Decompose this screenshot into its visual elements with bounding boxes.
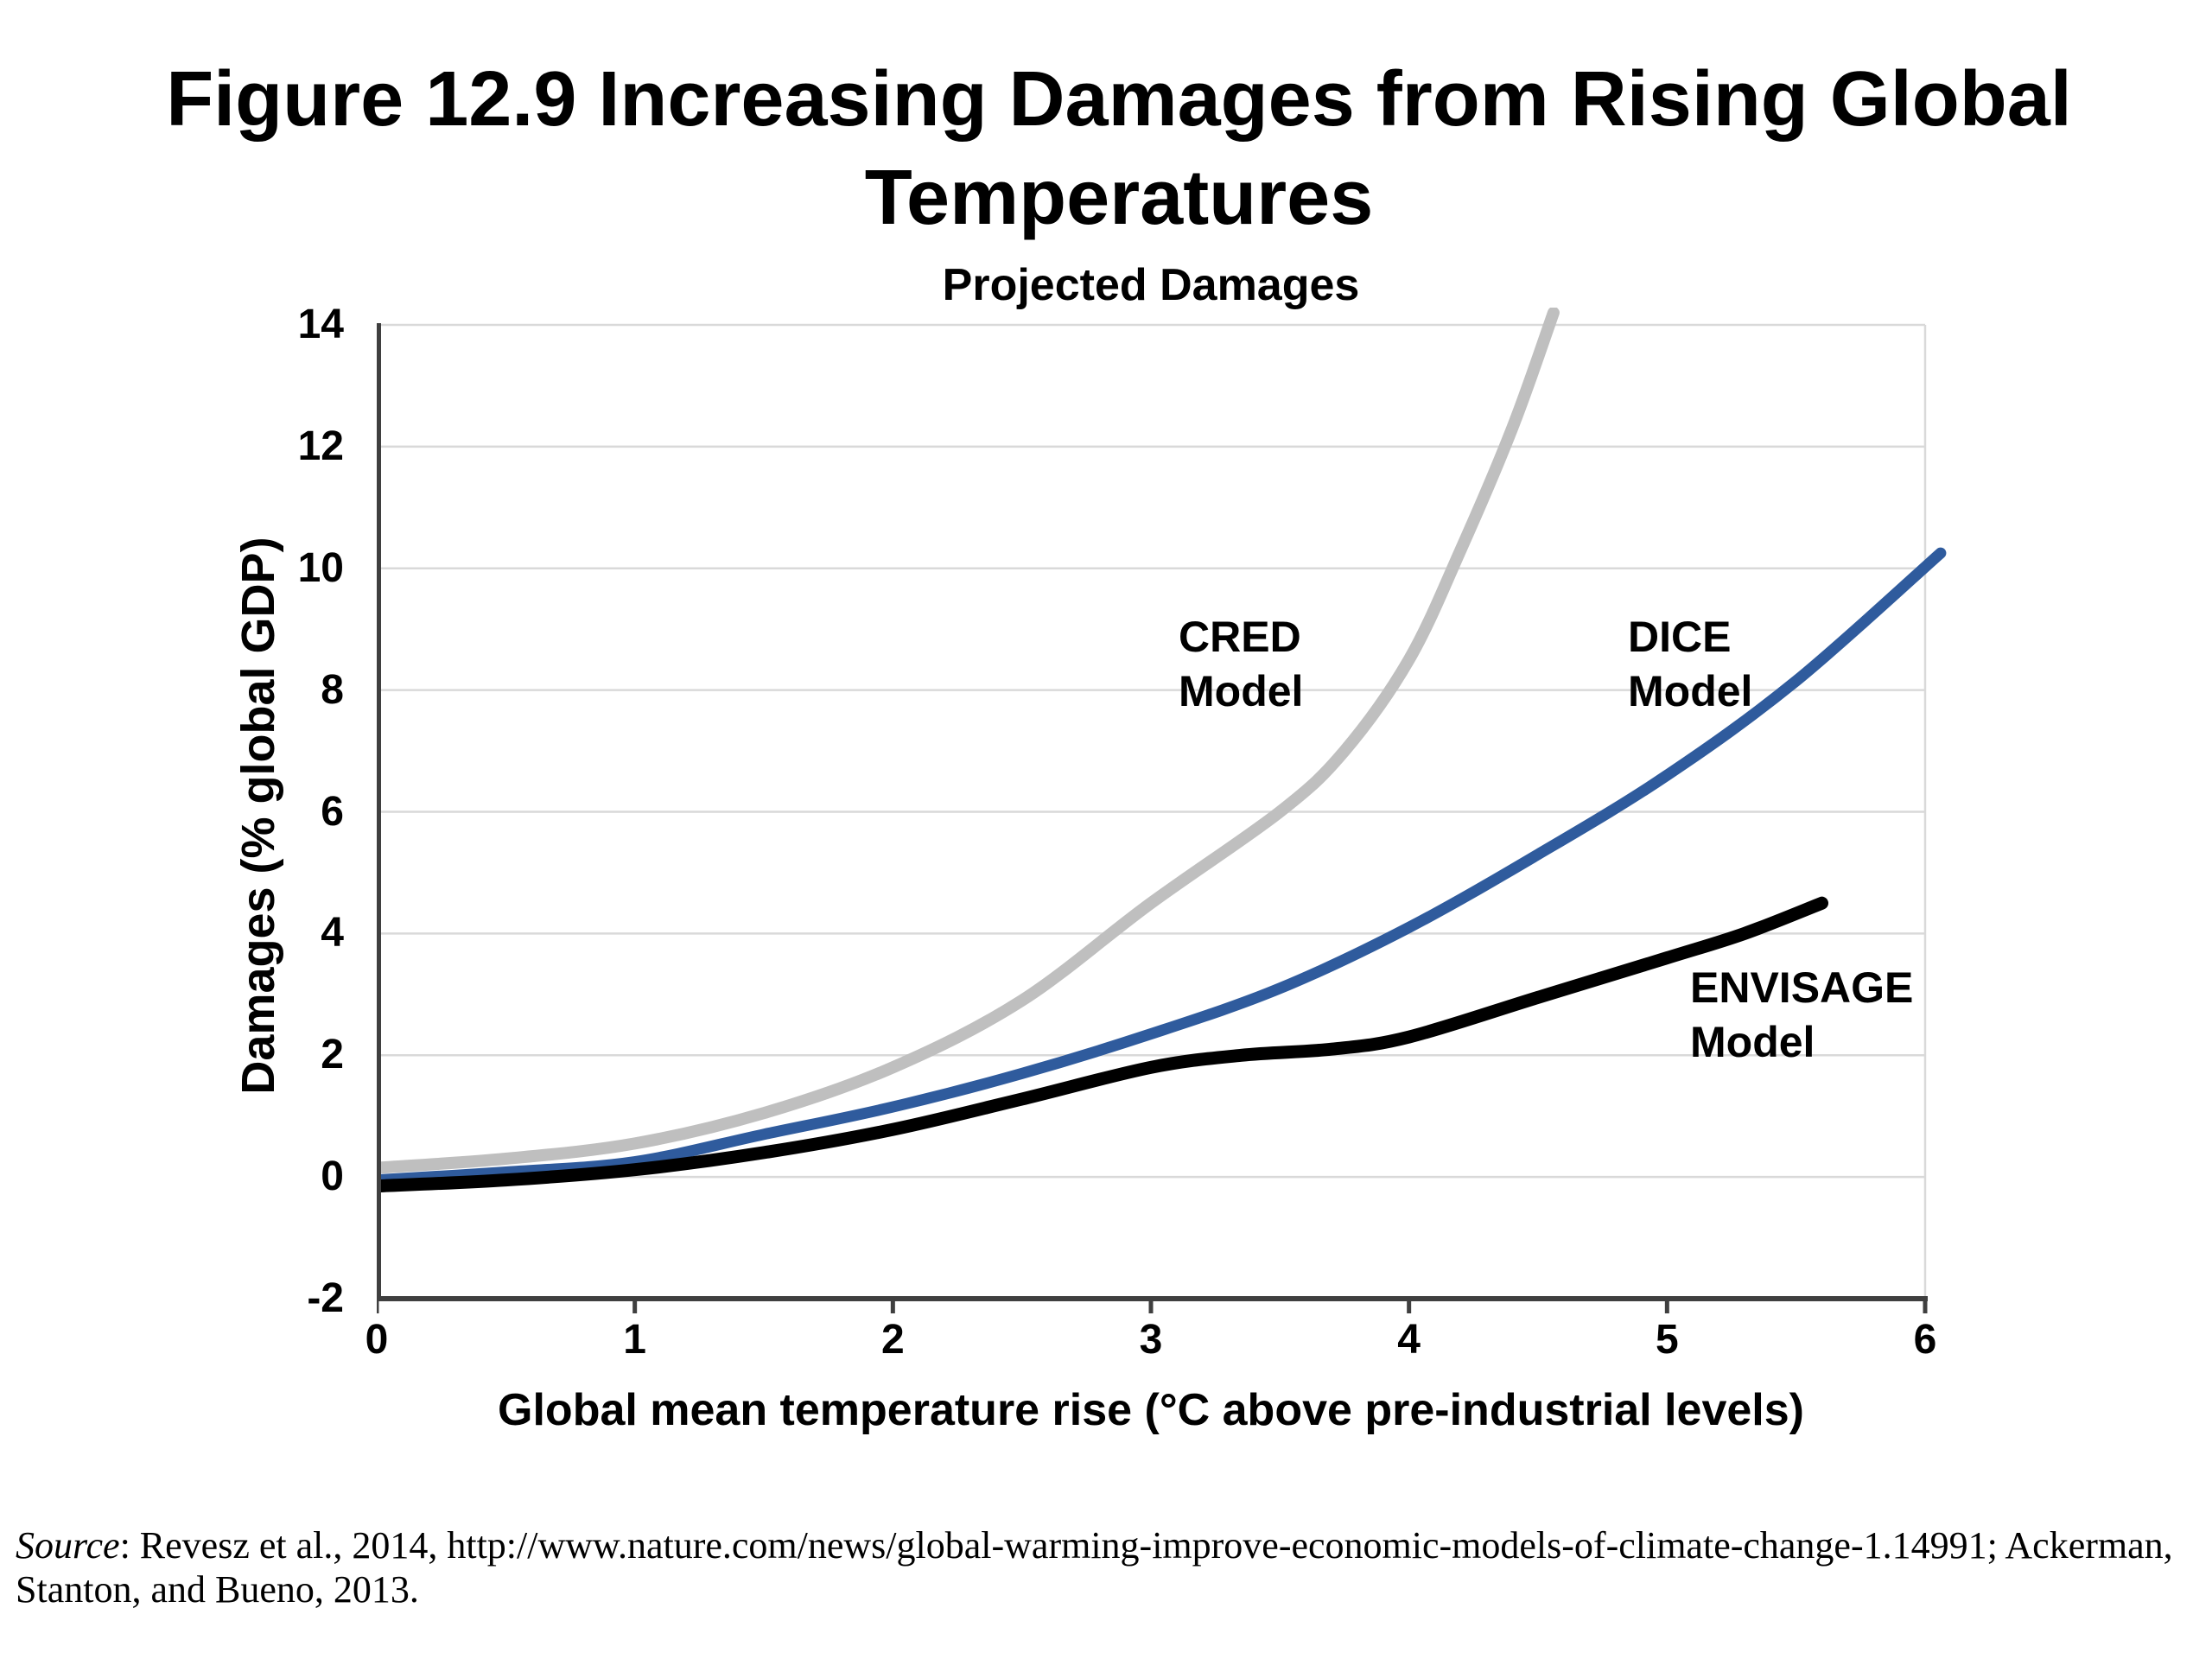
x-tick-label-6: 6 [1913,1317,1937,1363]
y-tick-label-2: 2 [321,1032,344,1078]
y-tick-label-10: 10 [297,544,344,591]
source-label: Source [16,1524,120,1567]
x-tick-label-5: 5 [1655,1317,1679,1363]
x-tick-label-1: 1 [623,1317,646,1363]
y-tick-label-6: 6 [321,788,344,835]
x-tick-label-4: 4 [1397,1317,1421,1363]
x-tick-label-3: 3 [1139,1317,1163,1363]
y-tick-label-4: 4 [321,910,344,957]
y-tick-label-0: 0 [321,1154,344,1200]
source-note-text: Source: Revesz et al., 2014, http://www.… [16,1479,2198,1659]
x-tick-label-0: 0 [365,1317,389,1363]
source-line: Source: Revesz et al., 2014, http://www.… [16,1523,2198,1611]
figure-title: Figure 12.9 Increasing Damages from Risi… [166,56,2072,241]
series-label-dice: DICE Model [1628,613,1753,715]
x-axis-title: Global mean temperature rise (°C above p… [498,1385,1804,1435]
plot-area [377,308,1947,1313]
series-label-envisage: ENVISAGE Model [1690,963,1914,1066]
y-tick-label-12: 12 [297,423,344,469]
note-line: Note: The three different models (ENVISA… [16,1656,2198,1659]
chart-title: Projected Damages [942,260,1360,310]
x-tick-label-2: 2 [880,1317,905,1363]
curve-cred-model [377,308,1560,1174]
y-tick-label-8: 8 [321,666,344,713]
y-tick-label-14: 14 [297,302,344,347]
curve-envisage-model [377,896,1828,1193]
source-rest: : Revesz et al., 2014, http://www.nature… [16,1524,2173,1611]
series-label-cred: CRED Model [1179,613,1304,715]
curve-dice-model [377,547,1947,1186]
y-tick-label--2: -2 [307,1275,344,1321]
